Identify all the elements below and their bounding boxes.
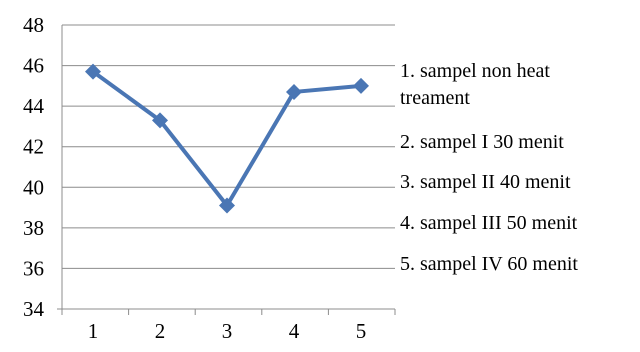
sample-notes: 1. sampel non heat treament 2. sampel I 30…: [400, 60, 578, 275]
y-tick-labels: 34 36 38 40 42 44 46 48: [23, 13, 45, 321]
x-tick-labels: 1 2 3 4 5: [88, 319, 367, 343]
sample-note-line: 5. sampel IV 60 menit: [400, 253, 578, 275]
y-tick-label: 38: [23, 216, 44, 240]
sample-note: 3. sampel II 40 menit: [400, 171, 571, 193]
y-tick-label: 40: [23, 175, 44, 199]
x-tick-label: 2: [155, 319, 166, 343]
sample-note-line: 4. sampel III 50 menit: [400, 212, 578, 234]
sample-note: 4. sampel III 50 menit: [400, 212, 578, 234]
sample-note-line: 2. sampel I 30 menit: [400, 131, 564, 153]
series-line: [91, 70, 362, 208]
axes: [57, 25, 396, 315]
x-tick-label: 5: [356, 319, 367, 343]
x-tick-label: 1: [88, 319, 99, 343]
x-tick-label: 3: [222, 319, 233, 343]
sample-note-line: 1. sampel non heat: [400, 60, 550, 82]
sample-note: 5. sampel IV 60 menit: [400, 253, 578, 275]
data-series: [85, 63, 369, 214]
data-point-marker: [219, 197, 235, 214]
sample-note-line: 3. sampel II 40 menit: [400, 171, 571, 193]
y-tick-label: 46: [23, 54, 44, 78]
data-point-marker: [85, 63, 101, 80]
sample-note: 1. sampel non heat treament: [400, 60, 550, 109]
y-tick-label: 44: [23, 94, 45, 118]
y-tick-label: 34: [23, 297, 45, 321]
gridlines: [62, 24, 395, 269]
y-tick-label: 36: [23, 256, 44, 280]
y-tick-label: 48: [23, 13, 44, 37]
data-point-marker: [286, 83, 302, 100]
data-point-marker: [152, 112, 168, 129]
sample-note-line: treament: [400, 87, 470, 109]
sample-note: 2. sampel I 30 menit: [400, 131, 564, 153]
y-tick-label: 42: [23, 135, 44, 159]
data-point-marker: [353, 77, 369, 94]
x-tick-label: 4: [289, 319, 300, 343]
